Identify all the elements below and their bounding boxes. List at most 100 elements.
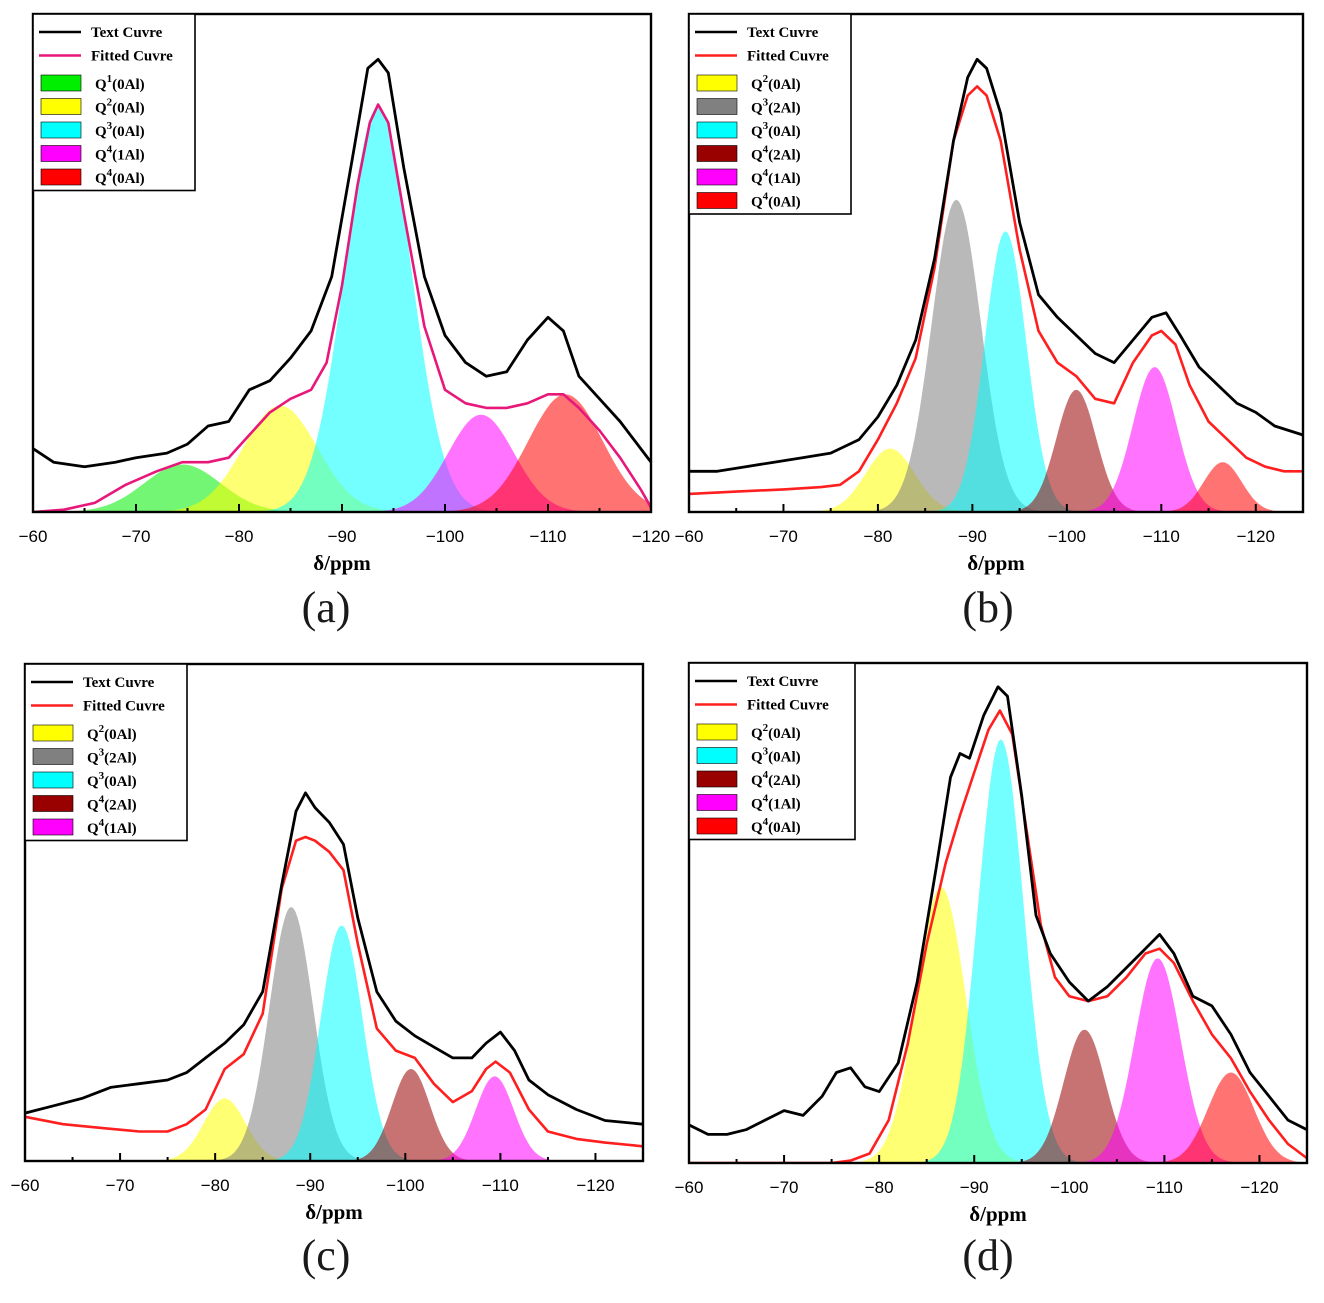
legend-label-fitted-curve: Fitted Cuvre	[91, 49, 173, 65]
legend-label-fitted-curve: Fitted Cuvre	[747, 49, 829, 65]
component-peak-4	[418, 1076, 571, 1161]
legend-label-component-3: Q4(2Al)	[751, 144, 801, 164]
component-peak-3	[996, 389, 1156, 512]
legend-swatch-2	[696, 121, 738, 139]
x-tick-label: −70	[770, 1178, 799, 1197]
fitted-curve-line	[689, 85, 1303, 496]
chart-svg: −60 −70 −80 −90 −100 −110 −120 δ/ppm Text Cuvre F…	[11, 662, 645, 1224]
chart-svg: −60 −70 −80 −90 −100 −110 −120 δ/ppm Text Cuvre F…	[19, 12, 670, 575]
x-tick-label: −100	[1048, 527, 1086, 546]
legend-label-component-2: Q3(0Al)	[87, 770, 137, 790]
panel-label-c: (c)	[301, 1231, 351, 1280]
x-tick-label: −90	[328, 527, 357, 546]
text-curve-line	[33, 57, 651, 469]
x-axis-label: δ/ppm	[967, 551, 1025, 575]
legend: Text Cuvre Fitted Cuvre Q2(0Al) Q3(0Al) Q4(2…	[688, 662, 856, 841]
legend-label-component-0: Q1(0Al)	[95, 73, 145, 93]
text-curve-line	[689, 685, 1307, 1136]
legend-label-component-1: Q2(0Al)	[95, 97, 145, 117]
fitted-curve-line	[33, 103, 651, 512]
chart-panel-a: −60 −70 −80 −90 −100 −110 −120 δ/ppm Text Cuvre F…	[0, 0, 670, 580]
x-axis-label: δ/ppm	[305, 1200, 363, 1224]
x-tick-label: −60	[675, 527, 704, 546]
panel-label-a: (a)	[301, 583, 351, 632]
chart-svg: −60 −70 −80 −90 −100 −110 −120 δ/ppm Text Cuvre F…	[675, 661, 1309, 1226]
chart-svg: −60 −70 −80 −90 −100 −110 −120 δ/ppm Text Cuvre F…	[675, 12, 1305, 575]
x-tick-label: −110	[529, 527, 566, 546]
plot-frame	[687, 12, 1305, 514]
x-tick-label: −80	[201, 1176, 230, 1195]
x-tick-label: −60	[19, 527, 48, 546]
legend: Text Cuvre Fitted Cuvre Q1(0Al) Q2(0Al) Q3(0…	[32, 13, 196, 192]
legend-label-text-curve: Text Cuvre	[747, 25, 819, 41]
legend-swatch-1	[696, 98, 738, 115]
x-axis-label: δ/ppm	[969, 1202, 1027, 1226]
legend-label-component-0: Q2(0Al)	[751, 73, 801, 93]
component-peak-0	[842, 886, 1040, 1163]
x-tick-label: −60	[11, 1176, 40, 1195]
legend-label-text-curve: Text Cuvre	[747, 674, 819, 690]
component-peak-3	[349, 414, 613, 512]
legend-label-component-1: Q3(2Al)	[751, 97, 801, 117]
component-peak-1	[131, 405, 429, 512]
x-tick-label: −60	[675, 1178, 704, 1197]
legend-label-component-1: Q3(2Al)	[87, 747, 137, 767]
panel-label-b: (b)	[962, 583, 1014, 632]
x-tick-label: −120	[632, 527, 670, 546]
legend-swatch-3	[32, 795, 74, 812]
legend-label-component-4: Q4(0Al)	[95, 167, 145, 187]
legend-swatch-1	[32, 748, 74, 765]
legend-label-text-curve: Text Cuvre	[91, 25, 163, 41]
legend-label-component-3: Q4(1Al)	[751, 793, 801, 813]
x-tick-label: −80	[865, 1178, 894, 1197]
chart-panel-c: −60 −70 −80 −90 −100 −110 −120 δ/ppm Text Cuvre F…	[0, 650, 662, 1230]
component-peak-4	[1139, 1072, 1307, 1163]
legend-swatch-0	[696, 723, 738, 741]
chart-panel-b: −60 −70 −80 −90 −100 −110 −120 δ/ppm Text Cuvre F…	[662, 0, 1324, 580]
legend-label-component-3: Q4(2Al)	[87, 794, 137, 814]
x-tick-label: −80	[225, 527, 254, 546]
legend-swatch-0	[32, 724, 74, 742]
legend-label-component-5: Q4(0Al)	[751, 191, 801, 211]
component-peak-0	[141, 1098, 309, 1161]
component-peak-2	[922, 231, 1089, 512]
legend-label-component-0: Q2(0Al)	[751, 722, 801, 742]
legend-label-component-0: Q2(0Al)	[87, 723, 137, 743]
legend-label-component-4: Q4(1Al)	[87, 817, 137, 837]
legend-swatch-0	[696, 74, 738, 92]
component-peak-1	[909, 739, 1093, 1163]
x-tick-label: −120	[1240, 1178, 1278, 1197]
x-tick-label: −110	[482, 1176, 519, 1195]
legend-swatch-1	[40, 98, 82, 115]
component-peak-0	[792, 448, 989, 512]
x-tick-label: −90	[958, 527, 987, 546]
legend-swatch-3	[40, 145, 82, 162]
legend-swatch-4	[32, 818, 74, 836]
x-tick-label: −70	[769, 527, 798, 546]
text-curve-line	[25, 791, 643, 1126]
chart-panel-d: −60 −70 −80 −90 −100 −110 −120 δ/ppm Text Cuvre F…	[662, 650, 1324, 1230]
component-peak-0	[33, 464, 335, 512]
legend-swatch-3	[696, 145, 738, 162]
x-tick-label: −100	[386, 1176, 424, 1195]
legend-label-component-2: Q3(0Al)	[95, 120, 145, 140]
component-peak-1	[858, 199, 1055, 512]
plot-frame	[23, 662, 645, 1163]
component-peak-3	[1066, 958, 1249, 1163]
legend-label-component-3: Q4(1Al)	[95, 144, 145, 164]
legend-label-component-2: Q4(2Al)	[751, 769, 801, 789]
component-peak-2	[246, 106, 510, 512]
panel-label-d: (d)	[962, 1231, 1014, 1280]
component-peak-4	[1067, 367, 1242, 512]
legend-label-fitted-curve: Fitted Cuvre	[83, 699, 165, 715]
legend-swatch-5	[696, 192, 738, 209]
plot-frame	[687, 661, 1309, 1165]
legend-swatch-3	[696, 794, 738, 811]
legend: Text Cuvre Fitted Cuvre Q2(0Al) Q3(2Al) Q3(0…	[24, 663, 188, 842]
x-tick-label: −100	[1050, 1178, 1088, 1197]
x-tick-label: −110	[1146, 1178, 1183, 1197]
x-tick-label: −80	[864, 527, 893, 546]
legend-label-component-2: Q3(0Al)	[751, 120, 801, 140]
x-tick-label: −100	[426, 527, 464, 546]
x-tick-label: −70	[106, 1176, 135, 1195]
